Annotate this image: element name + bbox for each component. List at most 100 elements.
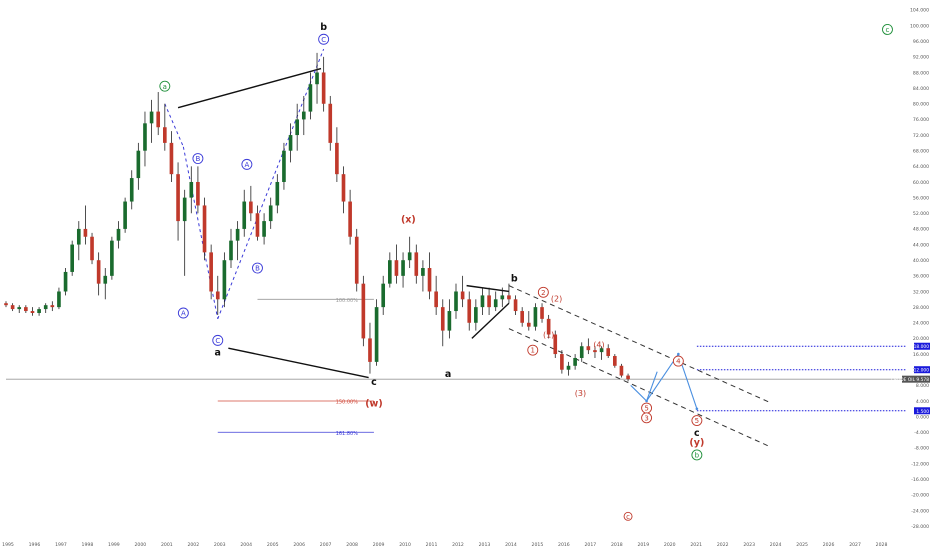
- candle[interactable]: [315, 52, 319, 104]
- candle[interactable]: [566, 361, 571, 376]
- candle[interactable]: [354, 228, 359, 292]
- candle[interactable]: [606, 344, 611, 358]
- candle[interactable]: [156, 92, 161, 136]
- candle[interactable]: [321, 56, 326, 112]
- candle[interactable]: [301, 95, 306, 136]
- candle[interactable]: [10, 303, 15, 312]
- candle[interactable]: [176, 162, 180, 241]
- candle[interactable]: [17, 305, 22, 313]
- candle[interactable]: [493, 291, 498, 312]
- candle[interactable]: [308, 72, 313, 120]
- candle[interactable]: [222, 252, 227, 308]
- candle[interactable]: [182, 189, 187, 276]
- candle[interactable]: [368, 322, 372, 374]
- candle[interactable]: [335, 127, 339, 182]
- candle[interactable]: [579, 342, 584, 362]
- candle[interactable]: [474, 299, 478, 331]
- candle[interactable]: [460, 275, 465, 308]
- candle[interactable]: [407, 236, 412, 269]
- candle[interactable]: [116, 221, 121, 249]
- candle[interactable]: [288, 123, 293, 163]
- candle[interactable]: [553, 330, 558, 358]
- candle[interactable]: [447, 299, 452, 339]
- candle[interactable]: [613, 354, 617, 368]
- candle[interactable]: [169, 131, 174, 182]
- candle[interactable]: [149, 99, 154, 143]
- wave-label: A: [244, 161, 249, 169]
- candle[interactable]: [513, 295, 518, 315]
- candle[interactable]: [560, 350, 564, 374]
- candle[interactable]: [619, 363, 624, 378]
- candle[interactable]: [401, 252, 405, 288]
- candle[interactable]: [189, 166, 194, 214]
- candle[interactable]: [454, 283, 458, 319]
- candle[interactable]: [30, 307, 35, 316]
- candle[interactable]: [70, 240, 74, 276]
- candle[interactable]: [599, 346, 604, 360]
- x-tick-label: 2005: [267, 542, 279, 548]
- candle[interactable]: [209, 244, 213, 300]
- candle[interactable]: [96, 252, 101, 296]
- candle[interactable]: [573, 354, 577, 370]
- candle[interactable]: [110, 236, 114, 280]
- candle[interactable]: [394, 244, 399, 284]
- candle[interactable]: [348, 189, 352, 245]
- wave-label: b: [695, 452, 700, 460]
- candle[interactable]: [500, 287, 505, 308]
- candle[interactable]: [361, 275, 366, 347]
- candle[interactable]: [414, 244, 419, 284]
- candle[interactable]: [487, 287, 491, 315]
- candle[interactable]: [90, 232, 94, 265]
- candle[interactable]: [427, 252, 432, 300]
- candle[interactable]: [520, 307, 524, 327]
- candle[interactable]: [37, 307, 41, 316]
- candle[interactable]: [123, 197, 127, 233]
- candle[interactable]: [282, 142, 286, 190]
- candle[interactable]: [268, 197, 273, 229]
- candle[interactable]: [129, 170, 134, 210]
- candle[interactable]: [242, 189, 247, 237]
- candle[interactable]: [262, 213, 266, 245]
- candle[interactable]: [24, 305, 28, 313]
- candle[interactable]: [388, 252, 392, 288]
- candle[interactable]: [83, 205, 88, 245]
- candle[interactable]: [374, 299, 379, 366]
- candle[interactable]: [136, 142, 141, 190]
- candle[interactable]: [63, 268, 68, 296]
- candle[interactable]: [533, 303, 538, 331]
- candle[interactable]: [467, 291, 472, 331]
- candle[interactable]: [626, 373, 630, 382]
- candle[interactable]: [202, 197, 207, 261]
- candle[interactable]: [341, 166, 346, 214]
- candle[interactable]: [295, 103, 299, 151]
- candle[interactable]: [434, 275, 438, 315]
- price-label-text: 1.500: [916, 409, 929, 415]
- candle[interactable]: [275, 174, 280, 214]
- candle[interactable]: [103, 268, 108, 300]
- candle[interactable]: [540, 303, 544, 323]
- candle[interactable]: [546, 314, 551, 339]
- candle[interactable]: [507, 283, 511, 304]
- candle[interactable]: [50, 301, 55, 312]
- candle[interactable]: [255, 205, 260, 241]
- candle[interactable]: [328, 95, 333, 151]
- candle[interactable]: [480, 287, 485, 315]
- candle[interactable]: [196, 166, 200, 214]
- candle[interactable]: [526, 311, 531, 331]
- candle[interactable]: [229, 228, 233, 269]
- candle[interactable]: [235, 221, 240, 261]
- candle[interactable]: [43, 303, 48, 313]
- candle[interactable]: [57, 287, 61, 310]
- candle[interactable]: [440, 299, 445, 347]
- candle[interactable]: [4, 301, 8, 308]
- candle[interactable]: [163, 103, 167, 151]
- candle[interactable]: [381, 275, 386, 315]
- candle[interactable]: [143, 111, 147, 167]
- candle[interactable]: [249, 185, 253, 222]
- candle[interactable]: [76, 221, 81, 261]
- candle[interactable]: [215, 275, 220, 315]
- candle[interactable]: [421, 260, 425, 292]
- candle[interactable]: [586, 338, 591, 355]
- candle[interactable]: [593, 346, 597, 358]
